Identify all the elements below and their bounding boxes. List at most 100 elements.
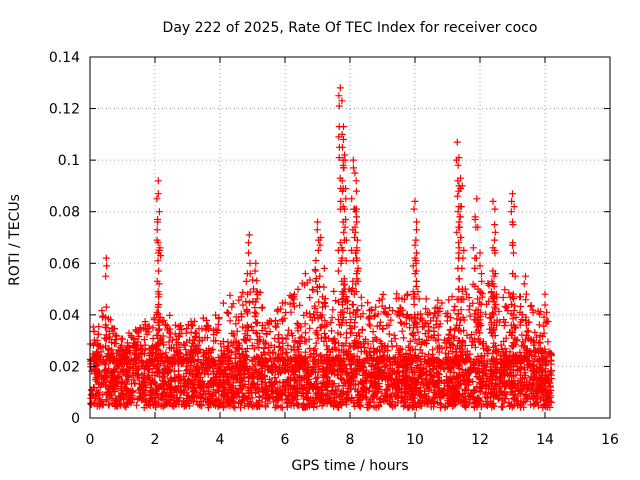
data-point [466,396,474,404]
data-point [412,383,420,391]
data-point [367,396,375,404]
data-point [209,392,217,400]
data-point [139,386,147,394]
data-point [187,364,195,372]
data-point [268,362,276,370]
data-point [306,294,314,302]
data-point [429,350,437,358]
data-point [102,303,110,311]
data-point [447,398,455,406]
data-point [102,378,110,386]
data-point [266,395,274,403]
data-point [357,293,365,301]
data-point [255,386,263,393]
data-point [229,394,237,402]
data-point [489,379,496,387]
data-point [529,309,537,317]
data-point [401,368,409,376]
data-point [412,236,420,244]
data-point [469,244,477,252]
y-tick-labels: 0 0.02 0.04 0.06 0.08 0.1 0.12 0.14 [49,50,80,427]
data-point [240,366,247,374]
data-point [473,367,481,375]
data-point [382,386,390,394]
data-point [510,377,518,385]
data-point [258,370,266,378]
data-point [446,365,454,373]
data-point [320,264,328,272]
data-point [387,375,395,383]
data-point [384,380,392,388]
data-point [497,341,505,349]
data-point [433,380,441,387]
data-point [128,395,136,403]
data-point [276,379,284,387]
data-point [151,372,159,380]
data-point [96,383,104,391]
data-point [329,380,337,388]
data-point [364,314,372,322]
data-point [95,379,103,387]
data-point [497,403,505,411]
data-point [535,321,543,329]
data-point [532,375,540,383]
data-point [179,388,187,396]
data-point [224,401,232,409]
data-point [305,376,313,383]
data-point [214,397,222,405]
data-point [181,400,189,408]
data-point [214,387,222,394]
data-point [472,254,480,262]
data-point [154,310,162,318]
data-point [286,300,294,308]
data-point-peak [509,190,516,198]
data-point [412,403,420,411]
data-point-peak [413,218,421,226]
data-point [394,394,402,402]
data-point [335,382,343,390]
data-point [364,299,372,307]
data-point [176,322,184,330]
data-point [157,382,165,390]
data-point [267,367,275,374]
data-point [323,363,331,371]
data-point [507,400,515,408]
data-point [508,388,516,396]
data-point [367,305,375,313]
data-point [313,402,321,410]
data-point [520,280,528,288]
data-point-peak [476,249,484,257]
data-point [271,404,279,412]
data-point [478,377,486,385]
data-point [148,395,156,403]
data-point [94,330,102,338]
data-point [134,371,142,378]
data-point [410,301,418,308]
data-point [509,372,517,380]
data-point [351,385,359,393]
data-point [320,399,328,407]
data-point [371,311,379,319]
data-point [280,388,288,396]
data-point [111,402,119,410]
data-point [186,402,193,410]
data-point [177,383,185,391]
data-point [458,264,466,272]
data-point [491,236,499,244]
data-point [246,299,253,307]
data-point [326,394,334,402]
data-point [148,376,156,384]
data-point [534,402,542,410]
data-point [460,377,468,385]
data-point [483,375,491,382]
data-point [380,395,388,403]
data-point [287,398,295,406]
data-point [180,376,188,384]
data-point [498,346,506,353]
data-point [493,381,501,388]
data-point [266,375,274,383]
data-point [250,379,258,387]
data-point-peak [411,197,419,205]
data-point [497,387,505,395]
data-point-peak [336,84,344,92]
